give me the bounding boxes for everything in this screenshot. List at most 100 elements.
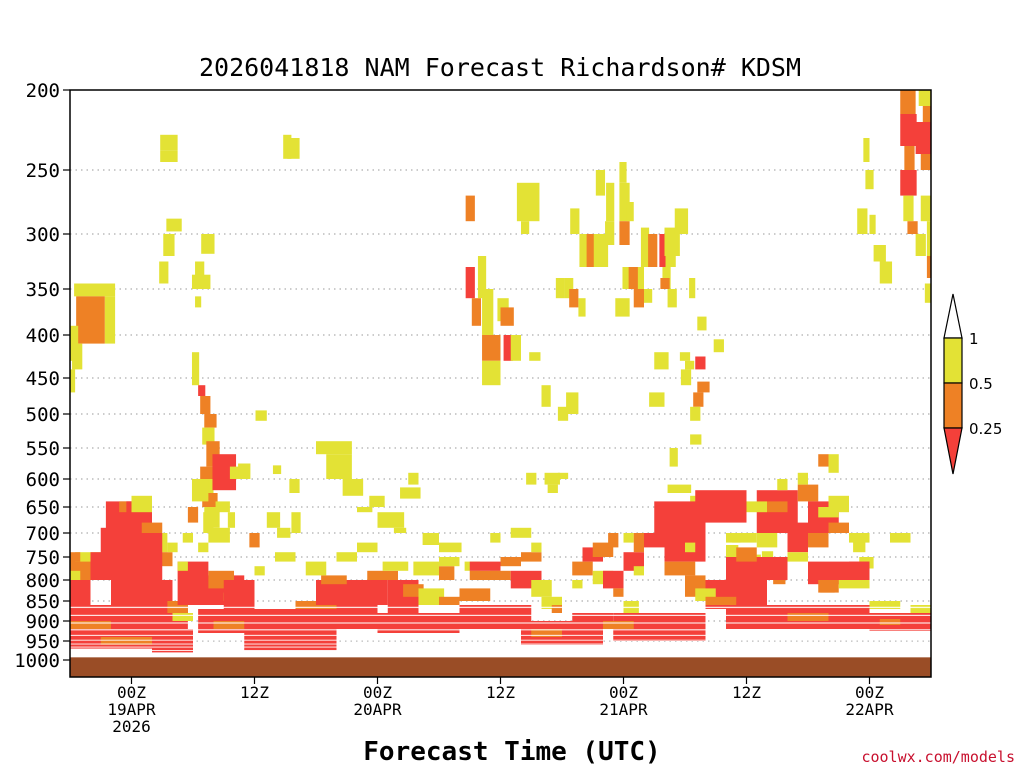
ri-cell-214: [551, 605, 562, 613]
ri-cell-9: [70, 369, 76, 393]
ri-cell-110: [697, 381, 710, 393]
ri-cell-51: [465, 195, 475, 222]
ri-cell-42: [342, 479, 364, 496]
ri-cell-188: [336, 552, 357, 562]
ri-cell-247: [787, 522, 808, 553]
ri-cell-248: [787, 552, 808, 562]
ri-cell-204: [500, 557, 521, 567]
ri-cell-198: [439, 596, 460, 605]
ri-cell-265: [746, 501, 767, 513]
ri-cell-74: [526, 472, 537, 485]
y-tick-label-200: 200: [26, 80, 60, 102]
ri-cell-148: [924, 283, 931, 303]
ri-cell-267: [490, 533, 501, 543]
ri-cell-45: [377, 512, 405, 528]
data-cells-layer: [70, 90, 931, 653]
ri-cell-262: [910, 605, 931, 613]
ri-cell-112: [680, 369, 692, 386]
ri-cell-5: [76, 296, 105, 344]
x-tick-label-6-1: 22APR: [845, 700, 894, 719]
layer-gap-stripe-7: [70, 646, 931, 648]
ri-cell-52: [465, 267, 475, 299]
y-tick-label-300: 300: [26, 224, 60, 246]
ri-cell-272: [254, 566, 265, 576]
ri-cell-21: [202, 427, 215, 445]
ri-cell-111: [693, 392, 704, 407]
x-tick-label-5-0: 12Z: [732, 683, 761, 702]
ri-cell-159: [131, 495, 152, 513]
ri-cell-245: [777, 479, 788, 491]
x-tick-label-3-0: 12Z: [486, 683, 515, 702]
ri-cell-61: [510, 335, 521, 361]
y-tick-label-250: 250: [26, 160, 60, 182]
ri-cell-12: [166, 218, 182, 232]
ri-cell-43: [369, 495, 385, 507]
ri-cell-242: [756, 533, 778, 548]
ri-cell-69: [564, 278, 574, 299]
ri-cell-277: [187, 507, 199, 523]
ri-cell-139: [907, 221, 918, 234]
ri-cell-62: [529, 352, 541, 361]
ri-cell-17: [191, 352, 200, 386]
legend-bottom-arrow: [943, 427, 963, 475]
ri-cell-264: [828, 495, 849, 513]
ri-cell-132: [873, 245, 886, 262]
ri-cell-67: [521, 221, 530, 234]
ri-cell-16: [195, 296, 202, 308]
ri-cell-103: [660, 278, 670, 289]
x-tick-label-2-1: 20APR: [353, 700, 402, 719]
ri-cell-233: [664, 561, 696, 576]
credit-link[interactable]: coolwx.com/models: [861, 748, 1015, 766]
ri-cell-82: [605, 221, 615, 245]
ri-cell-131: [879, 261, 893, 284]
x-tick-label-0-1: 19APR: [107, 700, 156, 719]
ri-cell-27: [208, 527, 230, 543]
ri-cell-207: [521, 552, 542, 562]
ri-cell-241: [726, 533, 757, 543]
y-tick-label-400: 400: [26, 325, 60, 347]
ri-cell-97: [689, 278, 696, 299]
ri-cell-84: [619, 182, 630, 222]
ri-cell-220: [603, 570, 624, 589]
ri-cell-78: [586, 234, 596, 267]
ri-cell-266: [685, 542, 696, 553]
ri-cell-8: [72, 343, 83, 370]
ri-cell-187: [305, 561, 327, 576]
ri-cell-274: [203, 512, 214, 533]
ri-cell-53: [471, 298, 482, 326]
ri-cell-235: [695, 490, 747, 523]
ri-cell-56: [482, 335, 501, 361]
ri-cell-122: [761, 551, 774, 557]
y-tick-label-650: 650: [26, 497, 60, 519]
ri-cell-209: [531, 580, 552, 597]
ri-cell-273: [249, 533, 260, 548]
ri-cell-201: [469, 570, 501, 580]
ri-cell-107: [679, 352, 691, 361]
ri-cell-225: [633, 566, 644, 576]
y-tick-label-550: 550: [26, 438, 60, 460]
ri-cell-196: [439, 566, 455, 580]
ri-cell-34: [255, 410, 267, 421]
ri-cell-64: [557, 406, 569, 421]
layer-gap-stripe-4: [70, 634, 931, 636]
ri-cell-221: [613, 588, 624, 597]
ri-cell-59: [500, 307, 514, 326]
ri-cell-261: [879, 619, 901, 625]
ri-cell-89: [659, 234, 668, 267]
ri-cell-80: [595, 170, 606, 196]
y-axis: 200 250 300 350 400 450 500 550 600 650 7007508008…: [14, 80, 70, 672]
ri-cell-100: [628, 267, 638, 289]
ri-cell-157: [119, 501, 132, 513]
ri-cell-281: [828, 454, 839, 473]
ri-cell-143: [915, 122, 931, 154]
ri-cell-151: [70, 580, 91, 605]
ri-cell-70: [569, 289, 579, 308]
ri-cell-104: [667, 289, 677, 308]
ri-cell-195: [413, 561, 439, 576]
ri-cell-197: [418, 588, 445, 605]
ri-cell-63: [541, 385, 551, 407]
ri-cell-257: [838, 580, 870, 589]
ri-cell-199: [459, 605, 532, 629]
ri-cell-98: [697, 316, 707, 331]
